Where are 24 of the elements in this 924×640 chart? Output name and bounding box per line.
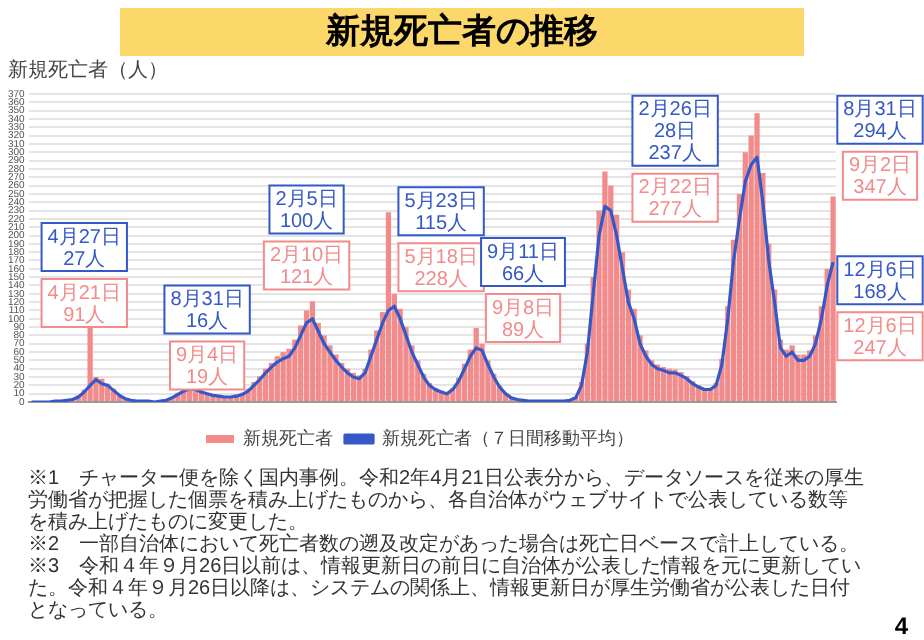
annotation: 8月31日 16人 — [170, 288, 244, 333]
annotation: 2月5日 100人 — [275, 189, 338, 234]
text: ※2 一部自治体において死亡者数の遡及改定があった場合は死亡日ベースで計上している。 — [28, 534, 862, 556]
annotation: 9月8日 89人 — [491, 297, 555, 342]
text: 9月2日 347人 — [848, 155, 912, 200]
annotation: 4月27日 27人 — [47, 226, 121, 271]
annotation: 4月21日 91人 — [47, 282, 121, 327]
chart-title: 新規死亡者の推移 — [120, 8, 804, 56]
text: 12月6日 168人 — [843, 259, 917, 304]
legend-label: 新規死亡者（７日間移動平均） — [382, 427, 634, 448]
annotation: 2月26日 28日 237人 — [638, 99, 712, 166]
text: ※3 令和４年９月26日以前は、情報更新日の前日に自治体が公表した情報を元に更新していた。令和４年９月26日以降は、システムの関係上、情報更新日が厚生労働省が公表した日付となっている。 — [28, 556, 864, 622]
text: 12月6日 247人 — [843, 315, 917, 360]
y-axis-title: 新規死亡者（人） — [8, 60, 170, 84]
annotation: 9月11日 66人 — [487, 241, 559, 286]
legend-label: 新規死亡者 — [243, 427, 333, 448]
annotation: 2月22日 277人 — [638, 177, 712, 222]
text: 8月31日 294人 — [843, 99, 917, 144]
annotation: 9月4日 19人 — [175, 344, 239, 389]
annotation: 5月18日 228人 — [404, 246, 478, 291]
annotation: 2月10日 121人 — [269, 245, 344, 290]
text: 4 — [894, 612, 908, 640]
text: ※1 チャーター便を除く国内事例。令和2年4月21日公表分から、データソースを従来の厚生労働省が把握した個票を積み上げたものから、各自治体がウェブサイトで公表している数等を積み上げたものに変更した。 — [28, 468, 864, 534]
annotation: 5月23日 115人 — [404, 190, 478, 235]
